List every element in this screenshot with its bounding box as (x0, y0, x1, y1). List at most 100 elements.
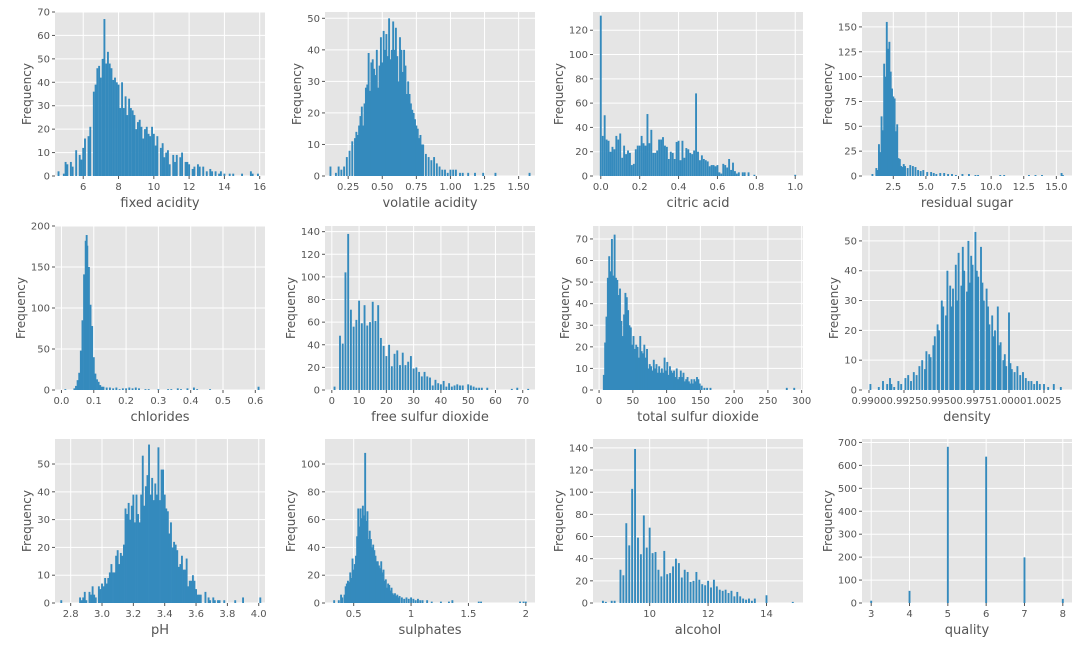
x-tick-label: 4.0 (251, 609, 267, 620)
x-tick-label: 0.3 (150, 396, 166, 407)
x-tick-label: 3.2 (125, 609, 141, 620)
histogram-bar (118, 564, 121, 603)
histogram-bar (170, 389, 173, 390)
x-tick-label: 2.5 (885, 182, 901, 193)
histogram-bar (103, 19, 106, 177)
histogram-bar (747, 172, 750, 176)
histogram-bar (724, 165, 727, 176)
histogram-bar (999, 175, 1002, 176)
y-tick-label: 10 (307, 140, 320, 151)
y-axis-label: Frequency (821, 63, 835, 125)
histogram-bar (152, 133, 155, 176)
histogram-bar (426, 376, 429, 390)
y-tick-label: 40 (307, 340, 320, 351)
histogram-bar (960, 285, 963, 390)
histogram-bar (174, 544, 177, 603)
histogram-bar (610, 600, 613, 603)
histogram-bar (166, 511, 169, 603)
histogram-bar (602, 374, 605, 390)
histogram-bar (119, 108, 122, 176)
x-tick-label: 0 (329, 396, 335, 407)
y-tick-label: 80 (575, 74, 588, 85)
y-tick-label: 50 (575, 278, 588, 289)
histogram-bar (708, 166, 711, 176)
histogram-bar (613, 600, 616, 603)
histogram-bar (396, 594, 399, 603)
histogram-bar (354, 138, 356, 176)
histogram-bar (664, 370, 667, 390)
histogram-bar (742, 598, 745, 603)
histogram-bar (191, 168, 194, 176)
histogram-bar (954, 264, 957, 390)
histogram-bar (121, 388, 124, 390)
x-axis-label: total sulfur dioxide (637, 410, 759, 425)
histogram-bar (388, 18, 391, 176)
histogram-bar (660, 368, 663, 390)
histogram-bar (401, 71, 404, 176)
histogram-bar (138, 119, 141, 176)
histogram-bar (743, 172, 746, 176)
y-tick-label: 30 (575, 321, 588, 332)
x-tick-label: 0.5 (346, 609, 362, 620)
histogram-bar (186, 388, 189, 390)
x-axis-label: quality (945, 623, 990, 638)
x-tick-label: 0.9900 (852, 396, 887, 407)
x-tick-label: 60 (489, 396, 502, 407)
histogram-bar (876, 170, 879, 176)
histogram-bar (379, 337, 382, 390)
histogram-bar (613, 149, 616, 176)
histogram-bar (223, 173, 226, 176)
y-tick-label: 50 (844, 122, 857, 133)
histogram-bar (971, 264, 974, 390)
histogram-bar (232, 173, 235, 176)
histogram-bar (970, 255, 973, 390)
x-tick-label: 7.5 (951, 182, 967, 193)
histogram-bar (922, 170, 925, 176)
histogram-bar (871, 174, 874, 176)
histogram-bar (384, 49, 386, 176)
histogram-bar (667, 374, 670, 390)
histogram-bar (654, 368, 657, 390)
histogram-bar (112, 388, 115, 390)
histogram-bar (665, 146, 668, 176)
histogram-bar (125, 388, 128, 390)
histogram-bar (251, 173, 254, 176)
histogram-bar (940, 300, 943, 390)
histogram-bar (698, 383, 701, 390)
histogram-bar (977, 276, 980, 390)
histogram-bar (635, 344, 638, 390)
histogram-bar (671, 152, 674, 176)
histogram-bar (212, 597, 215, 603)
histogram-bar (1008, 312, 1010, 390)
histogram-bar (420, 144, 423, 176)
histogram-bar (135, 494, 138, 603)
x-tick-label: 0.4 (183, 396, 199, 407)
histogram-bar (355, 319, 358, 390)
histogram-bar (430, 160, 433, 176)
histogram-bar (881, 130, 884, 176)
histogram-bar (459, 172, 461, 176)
histogram-bar (94, 597, 97, 603)
histogram-bar (78, 154, 81, 176)
histogram-bar (701, 584, 704, 603)
histogram-bar (358, 300, 361, 390)
histogram-bar (119, 552, 122, 603)
histogram-bar (437, 383, 440, 390)
histogram-bar (234, 600, 237, 603)
histogram-bar (184, 569, 187, 603)
histogram-bar (371, 547, 373, 603)
histogram-bar (135, 129, 138, 176)
histogram-bar (339, 335, 341, 390)
histogram-bar (198, 594, 201, 603)
x-tick-label: 1.25 (473, 182, 495, 193)
histogram-bar (155, 494, 158, 603)
x-tick-label: 0.0 (54, 396, 70, 407)
histogram-bar (333, 600, 336, 603)
histogram-bar (733, 596, 736, 603)
histogram-bar (101, 58, 104, 176)
histogram-bar (89, 304, 92, 390)
histogram-bar (1010, 369, 1013, 390)
histogram-bar (480, 387, 483, 390)
histogram-bar (631, 344, 634, 390)
